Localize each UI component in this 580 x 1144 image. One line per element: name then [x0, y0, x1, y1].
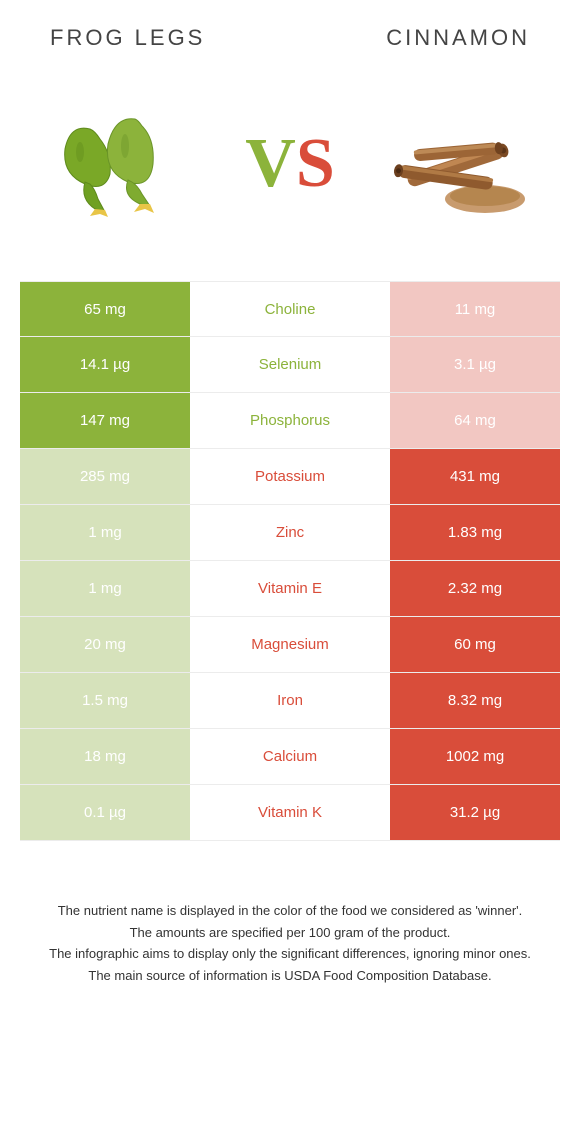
right-value: 1002 mg — [390, 729, 560, 784]
left-value: 20 mg — [20, 617, 190, 672]
vs-s: S — [296, 129, 335, 199]
header-titles: Frog legs Cinnamon — [0, 0, 580, 61]
left-food-title: Frog legs — [50, 25, 205, 51]
nutrient-label: Iron — [190, 673, 390, 728]
nutrient-label: Selenium — [190, 337, 390, 392]
right-value: 31.2 µg — [390, 785, 560, 840]
nutrient-label: Vitamin E — [190, 561, 390, 616]
left-value: 14.1 µg — [20, 337, 190, 392]
comparison-table: 65 mgCholine11 mg14.1 µgSelenium3.1 µg14… — [20, 281, 560, 841]
right-value: 431 mg — [390, 449, 560, 504]
nutrient-label: Phosphorus — [190, 393, 390, 448]
table-row: 1 mgVitamin E2.32 mg — [20, 561, 560, 617]
nutrient-label: Magnesium — [190, 617, 390, 672]
left-value: 65 mg — [20, 282, 190, 336]
table-row: 0.1 µgVitamin K31.2 µg — [20, 785, 560, 841]
right-food-title: Cinnamon — [386, 25, 530, 51]
nutrient-label: Potassium — [190, 449, 390, 504]
left-value: 0.1 µg — [20, 785, 190, 840]
left-food-image — [45, 94, 205, 234]
footnote-line: The main source of information is USDA F… — [25, 966, 555, 986]
right-value: 64 mg — [390, 393, 560, 448]
hero-row: VS — [0, 61, 580, 281]
right-value: 60 mg — [390, 617, 560, 672]
table-row: 18 mgCalcium1002 mg — [20, 729, 560, 785]
nutrient-label: Calcium — [190, 729, 390, 784]
nutrient-label: Choline — [190, 282, 390, 336]
right-value: 2.32 mg — [390, 561, 560, 616]
left-value: 18 mg — [20, 729, 190, 784]
table-row: 147 mgPhosphorus64 mg — [20, 393, 560, 449]
left-value: 1 mg — [20, 561, 190, 616]
table-row: 1 mgZinc1.83 mg — [20, 505, 560, 561]
table-row: 14.1 µgSelenium3.1 µg — [20, 337, 560, 393]
right-value: 11 mg — [390, 282, 560, 336]
right-value: 1.83 mg — [390, 505, 560, 560]
left-value: 147 mg — [20, 393, 190, 448]
vs-v: V — [245, 129, 296, 199]
right-food-image — [375, 94, 535, 234]
nutrient-label: Zinc — [190, 505, 390, 560]
right-value: 3.1 µg — [390, 337, 560, 392]
left-value: 1.5 mg — [20, 673, 190, 728]
footnote-line: The infographic aims to display only the… — [25, 944, 555, 964]
table-row: 285 mgPotassium431 mg — [20, 449, 560, 505]
table-row: 65 mgCholine11 mg — [20, 281, 560, 337]
left-value: 1 mg — [20, 505, 190, 560]
table-row: 20 mgMagnesium60 mg — [20, 617, 560, 673]
footnote-line: The amounts are specified per 100 gram o… — [25, 923, 555, 943]
right-value: 8.32 mg — [390, 673, 560, 728]
nutrient-label: Vitamin K — [190, 785, 390, 840]
footnote-line: The nutrient name is displayed in the co… — [25, 901, 555, 921]
table-row: 1.5 mgIron8.32 mg — [20, 673, 560, 729]
vs-label: VS — [245, 129, 335, 199]
footnotes: The nutrient name is displayed in the co… — [0, 841, 580, 985]
left-value: 285 mg — [20, 449, 190, 504]
